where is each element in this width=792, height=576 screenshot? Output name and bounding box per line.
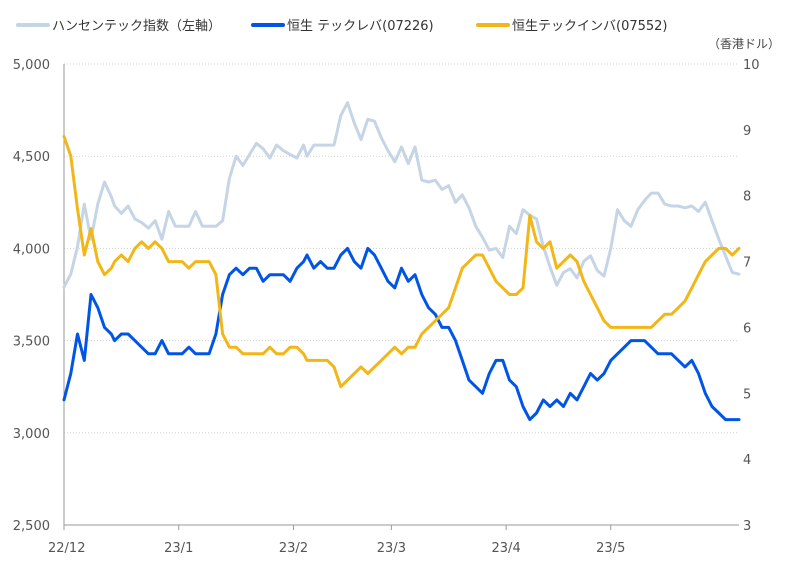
right-tick-label: 6 — [743, 321, 751, 336]
left-tick-label: 4,500 — [13, 150, 50, 165]
left-tick-label: 5,000 — [13, 58, 50, 73]
right-tick-label: 4 — [743, 453, 751, 468]
left-tick-label: 3,000 — [13, 427, 50, 442]
legend-layer: ハンセンテック指数（左軸） 恒生 テックレバ(07226) 恒生テックインバ(0… — [16, 19, 668, 34]
grid-layer — [64, 63, 739, 434]
left-tick-label: 4,000 — [13, 242, 50, 257]
x-tick-label: 23/4 — [492, 541, 521, 556]
legend-item-hstech[interactable]: ハンセンテック指数（左軸） — [16, 19, 221, 34]
legend-item-inv-07552[interactable]: 恒生テックインバ(07552) — [476, 19, 668, 34]
x-tick-label: 23/1 — [164, 541, 193, 556]
left-tick-label: 2,500 — [13, 519, 50, 534]
series-line-lev-07226 — [62, 246, 741, 422]
series-line-inv-07552 — [62, 134, 741, 389]
x-tick-label: 23/3 — [377, 541, 406, 556]
right-tick-label: 5 — [743, 387, 751, 402]
legend-label-inv-07552: 恒生テックインバ(07552) — [512, 19, 668, 34]
x-tick-label: 22/12 — [48, 541, 85, 556]
right-tick-label: 8 — [743, 190, 751, 205]
legend-label-lev-07226: 恒生 テックレバ(07226) — [287, 19, 434, 34]
right-axis-unit: （香港ドル） — [708, 37, 780, 51]
series-line-hstech — [62, 101, 741, 289]
x-tick-label: 23/5 — [596, 541, 625, 556]
left-tick-label: 3,500 — [13, 335, 50, 350]
right-tick-label: 9 — [743, 124, 751, 139]
series-layer — [62, 101, 741, 422]
x-tick-label: 23/2 — [279, 541, 308, 556]
legend-label-hstech: ハンセンテック指数（左軸） — [52, 19, 221, 34]
right-tick-label: 7 — [743, 256, 751, 271]
legend-item-lev-07226[interactable]: 恒生 テックレバ(07226) — [251, 19, 434, 34]
axis-layer: 2,500 3,000 3,500 4,000 4,500 5,000 3 4 5 6 7 8 9 10 2… — [13, 58, 760, 556]
right-tick-label: 10 — [743, 58, 760, 73]
right-tick-label: 3 — [743, 519, 751, 534]
